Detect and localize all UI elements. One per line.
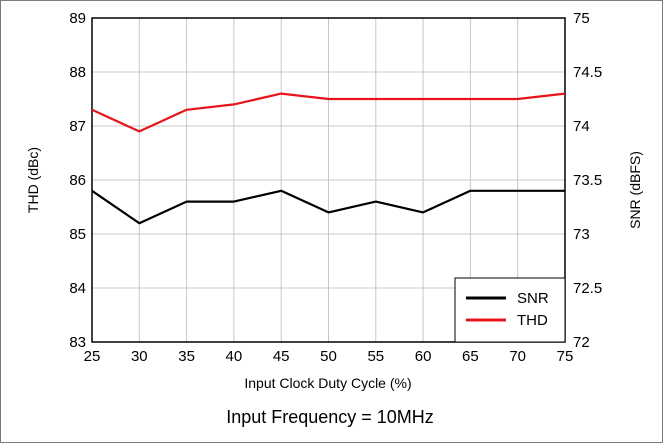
y-left-tick-label: 89 xyxy=(69,10,86,27)
x-tick-label: 50 xyxy=(320,348,337,365)
y-right-tick-labels: 72 72.5 73 73.5 74 74.5 75 xyxy=(573,10,602,351)
x-tick-label: 25 xyxy=(84,348,101,365)
y-right-axis-label: SNR (dBFS) xyxy=(627,151,643,229)
series-group xyxy=(91,92,566,225)
x-tick-label: 30 xyxy=(131,348,148,365)
x-axis-label: Input Clock Duty Cycle (%) xyxy=(244,375,411,391)
y-left-tick-label: 87 xyxy=(69,118,86,135)
y-right-tick-label: 75 xyxy=(573,10,590,27)
y-right-tick-label: 72.5 xyxy=(573,280,602,297)
y-right-tick-label: 73 xyxy=(573,226,590,243)
y-right-tick-label: 74 xyxy=(573,118,590,135)
y-left-axis-label: THD (dBc) xyxy=(25,147,41,213)
legend-box xyxy=(454,277,566,343)
legend-label-thd: THD xyxy=(517,312,548,329)
footnote: Input Frequency = 10MHz xyxy=(226,407,434,427)
x-tick-label: 70 xyxy=(509,348,526,365)
x-tick-label: 55 xyxy=(367,348,384,365)
series-line-snr xyxy=(91,189,565,225)
y-right-tick-label: 72 xyxy=(573,334,590,351)
legend-label-snr: SNR xyxy=(517,290,549,307)
series-line-thd xyxy=(91,92,566,133)
x-tick-label: 35 xyxy=(178,348,195,365)
x-tick-label: 60 xyxy=(415,348,432,365)
y-left-tick-label: 83 xyxy=(69,334,86,351)
y-left-tick-label: 85 xyxy=(69,226,86,243)
y-left-tick-label: 84 xyxy=(69,280,86,297)
y-left-tick-label: 86 xyxy=(69,172,86,189)
legend: SNR THD xyxy=(454,277,566,343)
x-tick-labels: 25 30 35 40 45 50 55 60 65 70 75 xyxy=(84,348,574,365)
x-tick-label: 45 xyxy=(273,348,290,365)
y-left-tick-labels: 83 84 85 86 87 88 89 xyxy=(69,10,86,351)
x-tick-label: 65 xyxy=(462,348,479,365)
x-tick-label: 40 xyxy=(226,348,243,365)
y-right-tick-label: 73.5 xyxy=(573,172,602,189)
plot-area xyxy=(91,17,566,343)
x-tick-label: 75 xyxy=(557,348,574,365)
y-left-tick-label: 88 xyxy=(69,64,86,81)
y-right-tick-label: 74.5 xyxy=(573,64,602,81)
